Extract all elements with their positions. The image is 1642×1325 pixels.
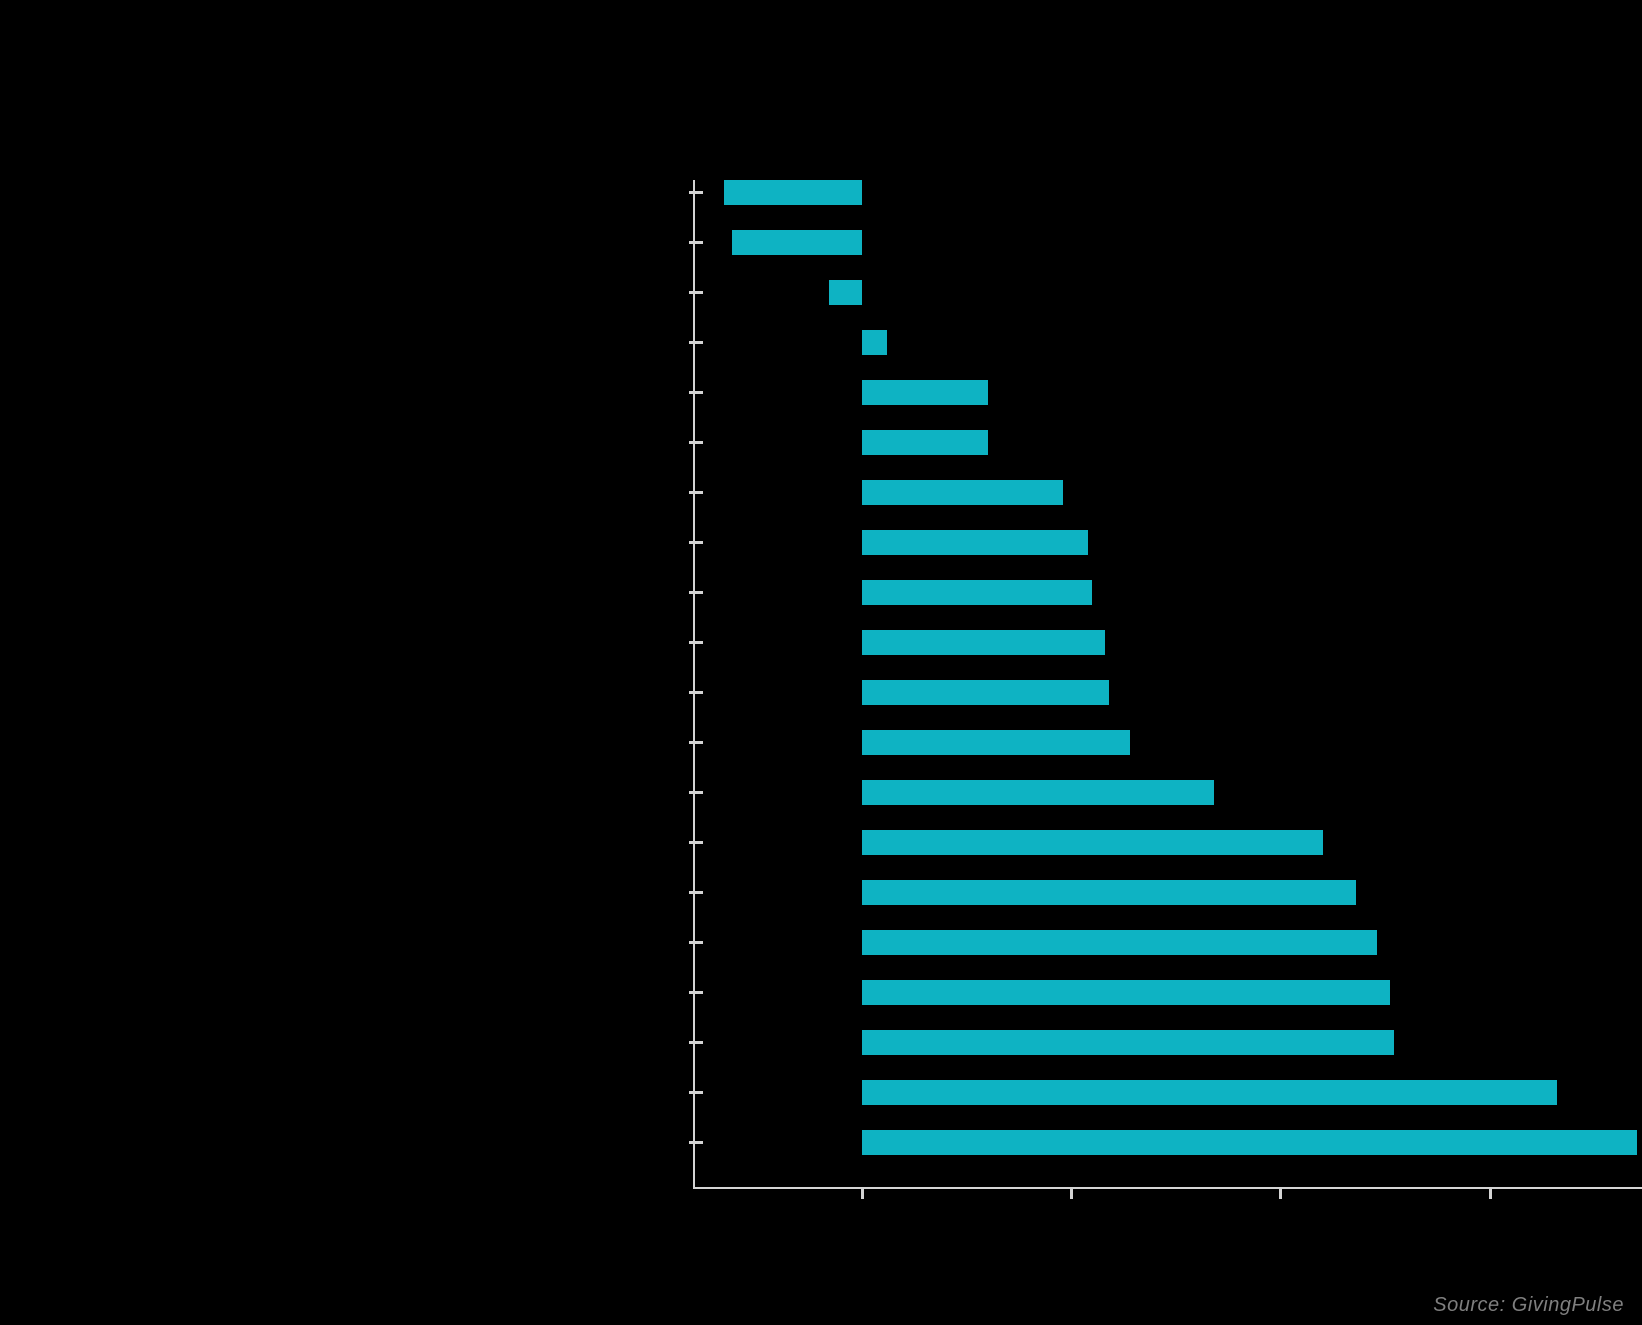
y-tick (689, 391, 703, 394)
y-tick (689, 191, 703, 194)
y-tick (689, 591, 703, 594)
bar (862, 630, 1105, 655)
x-tick (1279, 1189, 1283, 1199)
y-tick (689, 241, 703, 244)
x-tick (1488, 1189, 1492, 1199)
bar (862, 730, 1130, 755)
y-tick (689, 1141, 703, 1144)
y-tick (689, 441, 703, 444)
y-tick (689, 541, 703, 544)
y-tick (689, 1041, 703, 1044)
bar (862, 430, 988, 455)
bar (862, 580, 1093, 605)
y-tick (689, 641, 703, 644)
y-tick (689, 891, 703, 894)
x-tick (1069, 1189, 1073, 1199)
bar (723, 180, 862, 205)
bar (862, 680, 1110, 705)
y-tick (689, 991, 703, 994)
bar (732, 230, 862, 255)
bar (862, 480, 1063, 505)
y-tick (689, 791, 703, 794)
bar (828, 280, 862, 305)
bar (862, 880, 1357, 905)
y-tick (689, 941, 703, 944)
bar (862, 830, 1323, 855)
y-tick (689, 491, 703, 494)
bar (862, 1080, 1558, 1105)
y-tick (689, 841, 703, 844)
bar (862, 380, 988, 405)
y-tick (689, 291, 703, 294)
y-tick (689, 741, 703, 744)
y-axis (693, 180, 695, 1189)
bar (862, 780, 1214, 805)
bar (862, 1030, 1394, 1055)
bar (862, 330, 888, 355)
source-credit: Source: GivingPulse (1433, 1294, 1624, 1316)
bar (862, 930, 1377, 955)
x-axis (693, 1187, 1642, 1189)
x-tick (860, 1189, 864, 1199)
y-tick (689, 691, 703, 694)
bar (862, 980, 1390, 1005)
y-tick (689, 1091, 703, 1094)
y-tick (689, 341, 703, 344)
bar (862, 530, 1089, 555)
bar (862, 1130, 1637, 1155)
